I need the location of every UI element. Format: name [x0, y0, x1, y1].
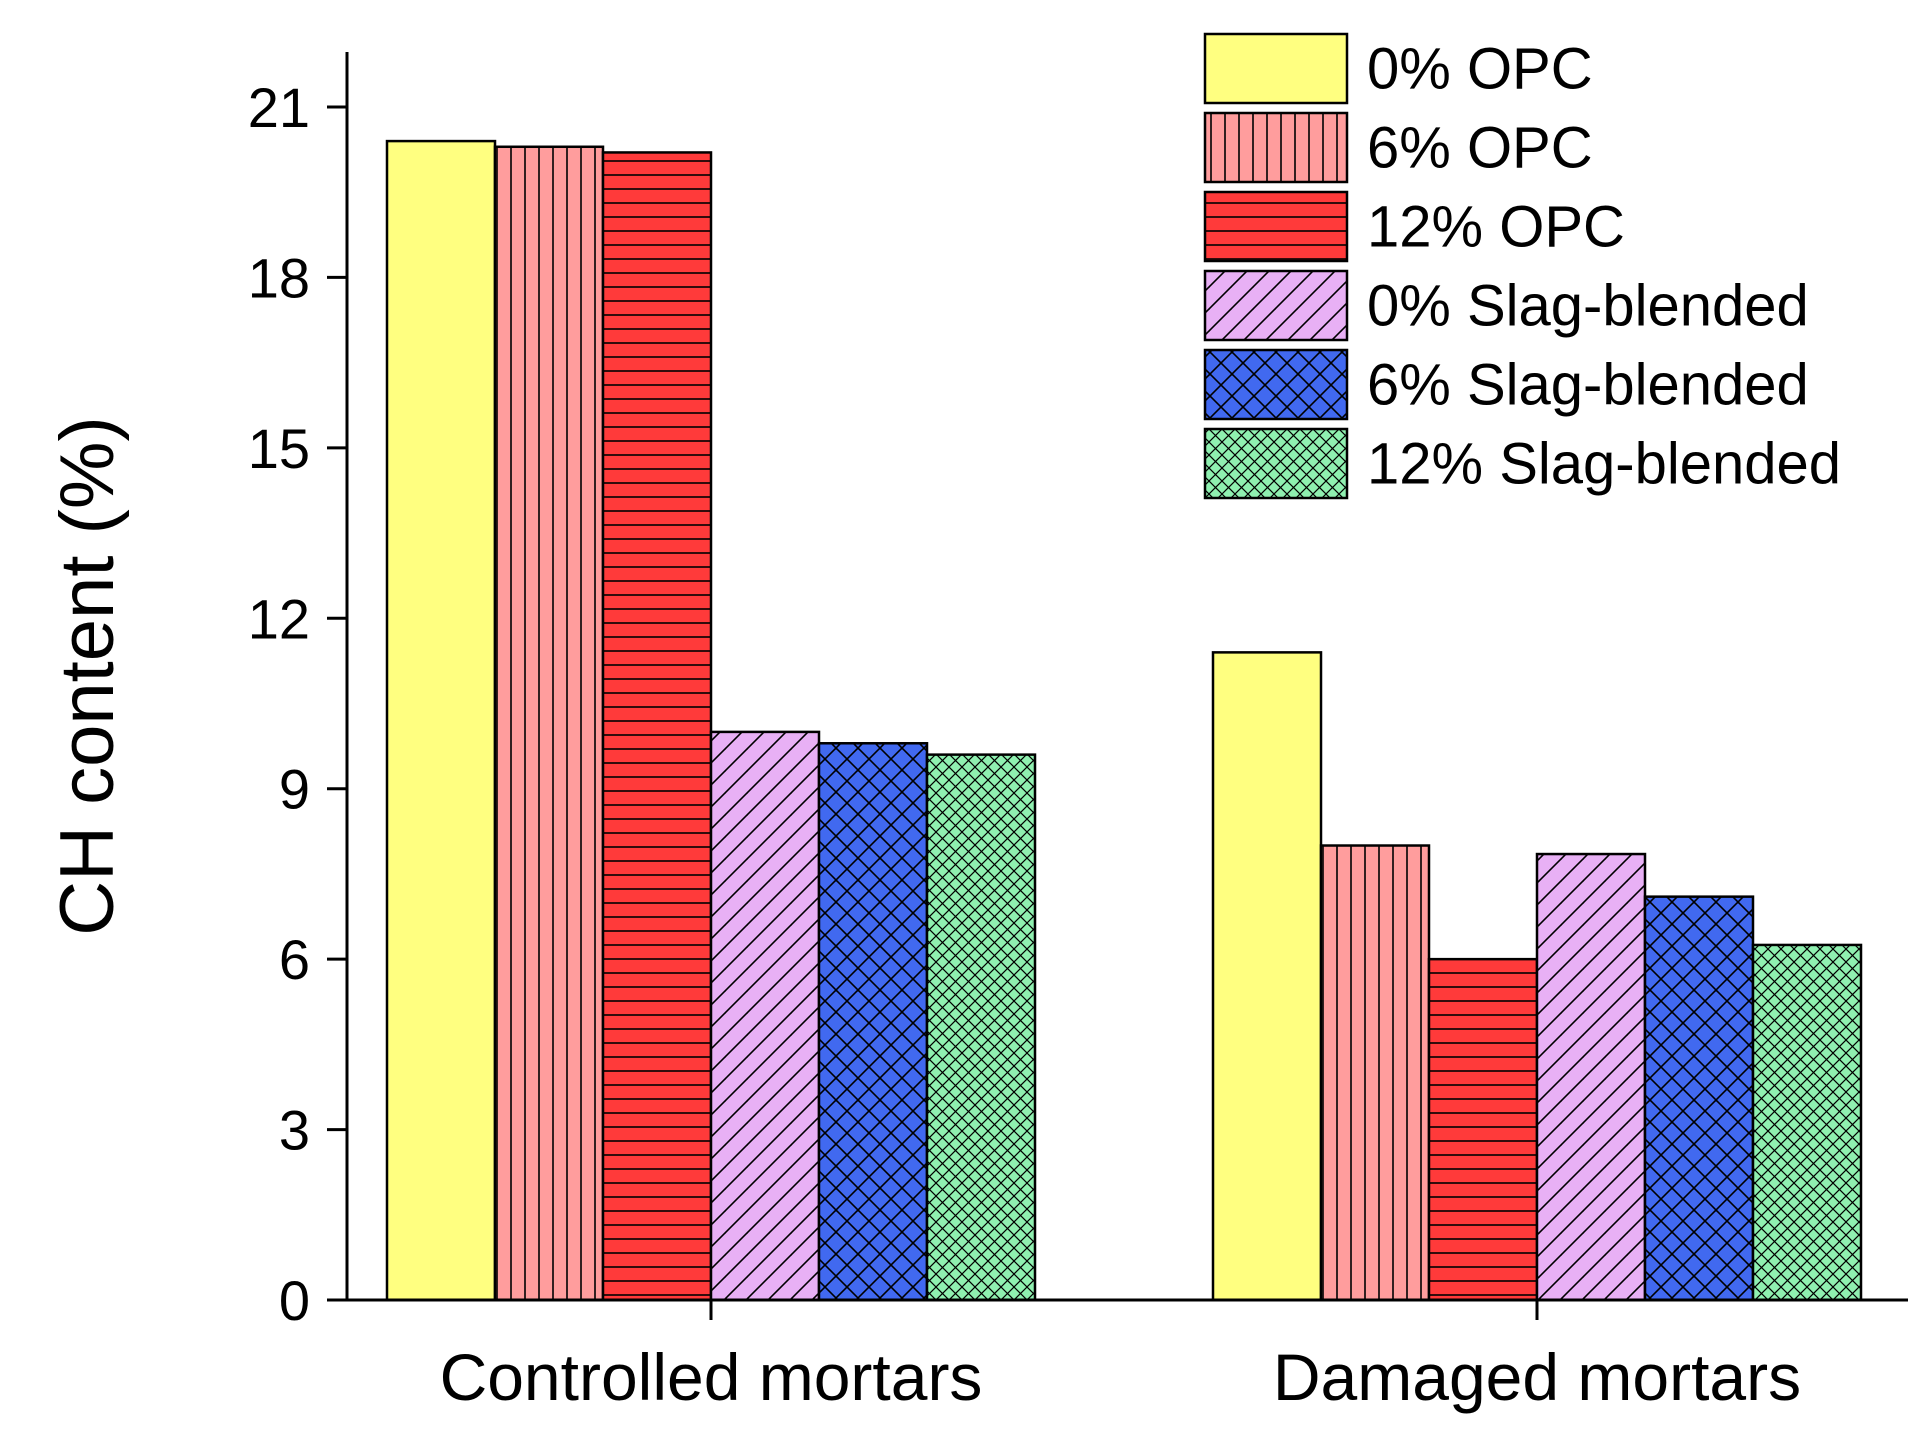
- legend-label-6pct-opc: 6% OPC: [1367, 116, 1593, 181]
- legend-swatch-outline-12pct-opc: [1203, 190, 1349, 263]
- y-tick-label: 15: [248, 417, 310, 480]
- x-category-label-controlled-mortars: Controlled mortars: [440, 1340, 983, 1414]
- bar-pattern-12pct-slag-blended-controlled-mortars: [927, 754, 1035, 1300]
- bar-pattern-6pct-slag-blended-damaged-mortars: [1645, 896, 1753, 1300]
- y-tick-label: 21: [248, 76, 310, 139]
- legend-swatch-outline-0pct-slag-blended: [1203, 269, 1349, 342]
- legend-swatch-pattern-12pct-opc: [1205, 192, 1347, 261]
- y-tick-label: 18: [248, 246, 310, 309]
- legend-label-12pct-slag-blended: 12% Slag-blended: [1367, 432, 1841, 497]
- bar-pattern-0pct-slag-blended-damaged-mortars: [1537, 854, 1645, 1300]
- legend-label-0pct-slag-blended: 0% Slag-blended: [1367, 274, 1809, 339]
- y-axis-label: CH content (%): [45, 416, 130, 936]
- bar-pattern-12pct-slag-blended-damaged-mortars: [1753, 944, 1861, 1300]
- y-ticks: 0 3 6 9 12 15 18 21: [248, 76, 347, 1332]
- legend-swatch-pattern-12pct-slag-blended: [1205, 429, 1347, 498]
- legend-swatch-outline-12pct-slag-blended: [1203, 427, 1349, 500]
- legend-swatch-0pct-opc: [1205, 34, 1347, 103]
- bar-pattern-0pct-slag-blended-controlled-mortars: [711, 731, 819, 1300]
- y-tick-label: 12: [248, 587, 310, 650]
- legend-swatch-pattern-6pct-slag-blended: [1205, 350, 1347, 419]
- x-ticks: Controlled mortars Damaged mortars: [440, 1300, 1801, 1414]
- legend-swatch-outline-6pct-opc: [1203, 111, 1349, 184]
- legend-label-0pct-opc: 0% OPC: [1367, 37, 1593, 102]
- y-tick-label: 3: [279, 1099, 310, 1162]
- y-tick-label: 0: [279, 1269, 310, 1332]
- bar-0pct-opc-controlled-mortars: [387, 141, 495, 1301]
- bar-pattern-6pct-opc-damaged-mortars: [1321, 845, 1429, 1300]
- x-category-label-damaged-mortars: Damaged mortars: [1273, 1340, 1801, 1414]
- bar-pattern-12pct-opc-controlled-mortars: [603, 152, 711, 1300]
- bar-pattern-6pct-slag-blended-controlled-mortars: [819, 743, 927, 1300]
- bars: [385, 139, 1863, 1302]
- y-tick-label: 9: [279, 758, 310, 821]
- legend-swatch-outline-6pct-slag-blended: [1203, 348, 1349, 421]
- legend-swatch-pattern-0pct-slag-blended: [1205, 271, 1347, 340]
- legend-swatch-pattern-6pct-opc: [1205, 113, 1347, 182]
- legend-label-6pct-slag-blended: 6% Slag-blended: [1367, 353, 1809, 418]
- bar-pattern-12pct-opc-damaged-mortars: [1429, 959, 1537, 1300]
- legend: 0% OPC 6% OPC 12% OPC 0% Slag-blended 6% Sla…: [1203, 32, 1841, 500]
- bar-pattern-6pct-opc-controlled-mortars: [495, 146, 603, 1301]
- legend-swatch-outline-0pct-opc: [1203, 32, 1349, 105]
- legend-label-12pct-opc: 12% OPC: [1367, 195, 1625, 260]
- y-tick-label: 6: [279, 928, 310, 991]
- bar-0pct-opc-damaged-mortars: [1213, 652, 1321, 1300]
- axes: [345, 52, 1908, 1302]
